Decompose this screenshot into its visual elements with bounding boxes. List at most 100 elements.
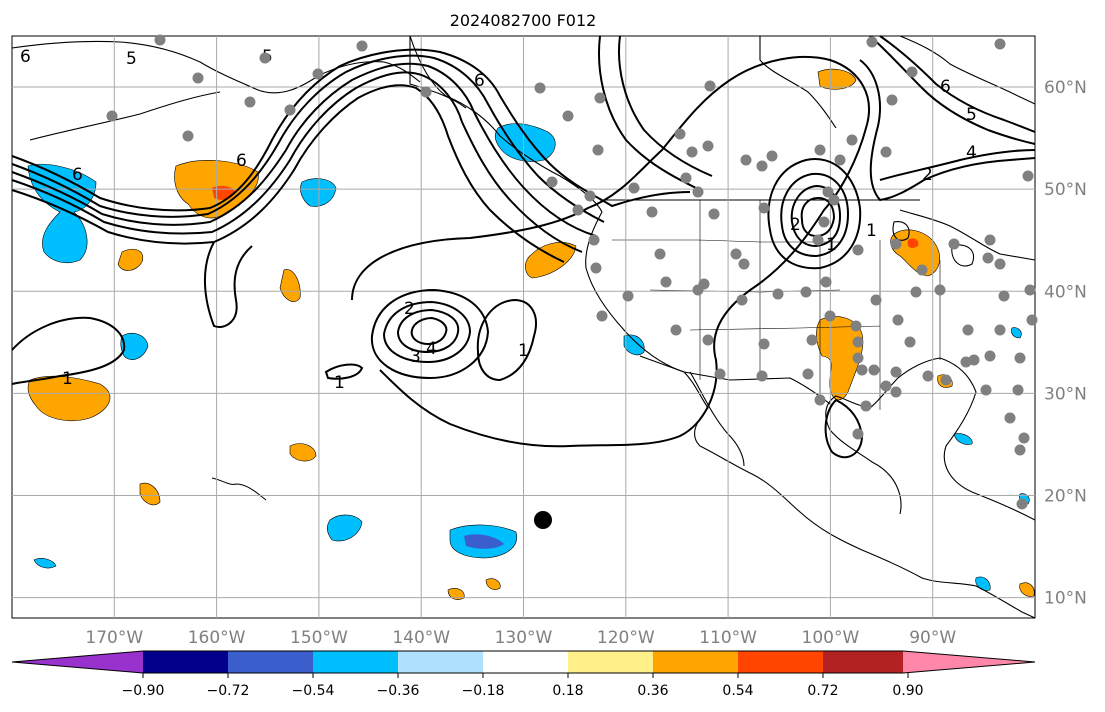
station-dot — [588, 234, 600, 246]
hudson-coast — [759, 36, 837, 129]
longitude-label: 90°W — [909, 628, 956, 648]
station-dot — [880, 146, 892, 158]
contour-line — [351, 55, 870, 448]
contour-line — [11, 48, 691, 212]
station-dot — [834, 154, 846, 166]
station-dot — [622, 290, 634, 302]
station-dot — [420, 86, 432, 98]
contour-label: 6 — [20, 47, 31, 67]
station-dot — [852, 352, 864, 364]
contour-label: 1 — [334, 373, 345, 393]
station-dot — [736, 294, 748, 306]
contour-line — [767, 158, 862, 270]
station-dot — [866, 36, 878, 48]
station-dot — [948, 238, 960, 250]
contour-line — [879, 149, 1036, 181]
warm-anomaly-patch — [289, 443, 317, 462]
contour-label: 6 — [940, 77, 951, 97]
colorbar-swatch — [568, 651, 654, 673]
colorbar-tick-label: −0.36 — [377, 683, 420, 699]
contour-label: 3 — [410, 347, 421, 367]
contour-label: 2 — [404, 299, 415, 319]
station-dot — [192, 72, 204, 84]
pacific-coastline — [409, 35, 1036, 619]
station-dot — [572, 204, 584, 216]
colorbar-extend-high — [903, 651, 1035, 673]
contour-label: 6 — [474, 71, 485, 91]
station-dot — [984, 234, 996, 246]
station-dot — [852, 428, 864, 440]
station-dot — [814, 144, 826, 156]
colorbar-swatch — [228, 651, 314, 673]
station-dot — [674, 128, 686, 140]
longitude-label: 140°W — [392, 628, 450, 648]
map-title: 2024082700 F012 — [450, 11, 597, 30]
station-dot — [1024, 284, 1036, 296]
station-dot — [628, 182, 640, 194]
station-dot — [1016, 498, 1028, 510]
station-dot — [680, 172, 692, 184]
longitude-label: 120°W — [597, 628, 655, 648]
contour-line — [410, 316, 448, 346]
contour-line — [396, 308, 460, 354]
station-dot — [704, 80, 716, 92]
warm-anomaly-patch — [817, 68, 857, 90]
station-dot — [820, 276, 832, 288]
station-dot — [284, 104, 296, 116]
station-dot — [940, 374, 952, 386]
latitude-label: 30°N — [1044, 384, 1087, 404]
colorbar-tick-label: −0.54 — [292, 683, 335, 699]
station-dot — [828, 194, 840, 206]
colorbar-tick-label: 0.36 — [637, 683, 668, 699]
station-dot — [880, 380, 892, 392]
station-dot — [980, 384, 992, 396]
station-dot — [994, 258, 1006, 270]
colorbar-swatch — [313, 651, 399, 673]
station-dot — [106, 110, 118, 122]
station-dot — [702, 334, 714, 346]
station-dot — [922, 370, 934, 382]
colorbar-swatch — [738, 651, 824, 673]
station-dot — [982, 252, 994, 264]
contour-label: 2 — [790, 215, 801, 235]
station-dot — [904, 336, 916, 348]
station-dot — [890, 366, 902, 378]
cool-anomaly-patch — [975, 576, 991, 591]
station-dot — [686, 146, 698, 158]
contour-labels: 6 6 6 5 5 6 6 5 4 2 2 1 1 1 2 3 4 1 1 — [20, 47, 977, 393]
warm-anomaly-patch — [485, 578, 501, 590]
colorbar-tick-label: 0.72 — [807, 683, 838, 699]
warm-anomaly-patch — [279, 269, 301, 302]
longitude-labels: 170°W 160°W 150°W 140°W 130°W 120°W 110°W 100°W… — [85, 628, 956, 648]
contour-label: 4 — [426, 339, 437, 359]
station-dot — [312, 68, 324, 80]
station-dot — [654, 248, 666, 260]
station-dot — [994, 324, 1006, 336]
station-dot — [802, 368, 814, 380]
station-dot — [546, 176, 558, 188]
station-dot — [962, 324, 974, 336]
station-dot — [822, 186, 834, 198]
colorbar-swatch — [653, 651, 739, 673]
contour-label: 2 — [922, 165, 933, 185]
station-dot — [1018, 432, 1030, 444]
cool-anomaly-patch — [300, 178, 337, 207]
cool-anomaly-patch — [623, 334, 645, 356]
contour-label: 6 — [72, 165, 83, 185]
station-dot — [356, 40, 368, 52]
contour-line — [11, 316, 126, 385]
station-dot — [890, 386, 902, 398]
latitude-label: 20°N — [1044, 486, 1087, 506]
station-dot — [592, 144, 604, 156]
cool-anomaly-patch — [1011, 327, 1022, 339]
station-dot — [818, 216, 830, 228]
latitude-labels: 10°N 20°N 30°N 40°N 50°N 60°N — [1044, 78, 1087, 609]
contour-line — [476, 298, 537, 382]
station-dot — [984, 350, 996, 362]
colorbar-swatches — [11, 650, 1036, 674]
station-dot — [1022, 170, 1034, 182]
station-dot — [714, 368, 726, 380]
colorbar: −0.90 −0.72 −0.54 −0.36 −0.18 0.18 0.36 0.54 0.7… — [11, 650, 1036, 699]
contour-label: 4 — [966, 143, 977, 163]
station-dot — [740, 154, 752, 166]
